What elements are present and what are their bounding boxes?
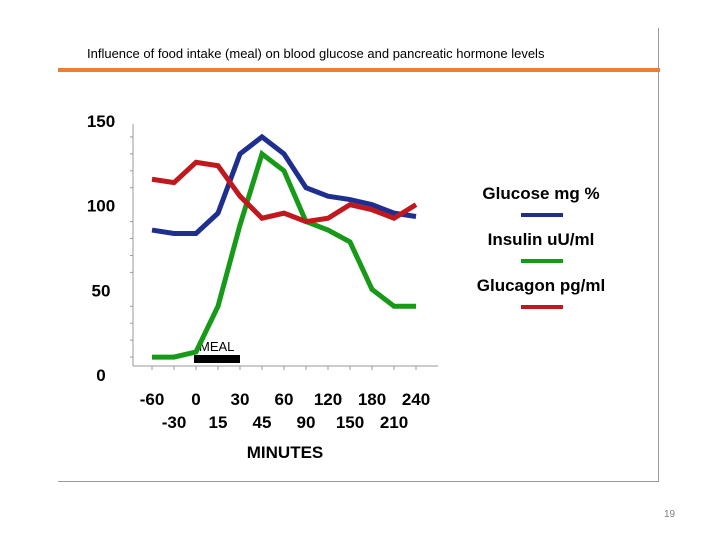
x-tick-label: -60 [140, 390, 165, 409]
y-tick-label: 150 [87, 112, 115, 131]
x-tick-label: 120 [314, 390, 342, 409]
x-tick-label: -30 [162, 413, 187, 432]
meal-label: MEAL [199, 339, 234, 354]
legend-label-insulin: Insulin uU/ml [488, 230, 595, 249]
y-tick-label: 50 [92, 281, 111, 300]
series-line-insulin [152, 149, 416, 360]
series-line-glucagon [151, 159, 418, 225]
meal-bar [194, 355, 240, 363]
x-tick-label: 240 [402, 390, 430, 409]
x-tick-label: 45 [253, 413, 272, 432]
legend-label-glucose: Glucose mg % [482, 184, 599, 203]
title-underline [58, 68, 660, 72]
x-tick-label: 60 [275, 390, 294, 409]
x-tick-label: 30 [231, 390, 250, 409]
x-tick-label: 150 [336, 413, 364, 432]
y-tick-label: 0 [96, 366, 105, 385]
y-tick-label: 100 [87, 197, 115, 216]
legend-label-glucagon: Glucagon pg/ml [477, 276, 605, 295]
series-line-glucose [151, 133, 417, 236]
x-tick-label: 180 [358, 390, 386, 409]
slide-frame-bottom [58, 481, 659, 482]
slide-frame-right [658, 28, 659, 482]
slide-number: 19 [664, 509, 676, 520]
x-axis-label: MINUTES [247, 443, 324, 462]
slide-title: Influence of food intake (meal) on blood… [87, 46, 545, 61]
x-tick-label: 90 [297, 413, 316, 432]
x-tick-label: 210 [380, 413, 408, 432]
x-tick-label: 15 [209, 413, 228, 432]
x-tick-label: 0 [191, 390, 200, 409]
